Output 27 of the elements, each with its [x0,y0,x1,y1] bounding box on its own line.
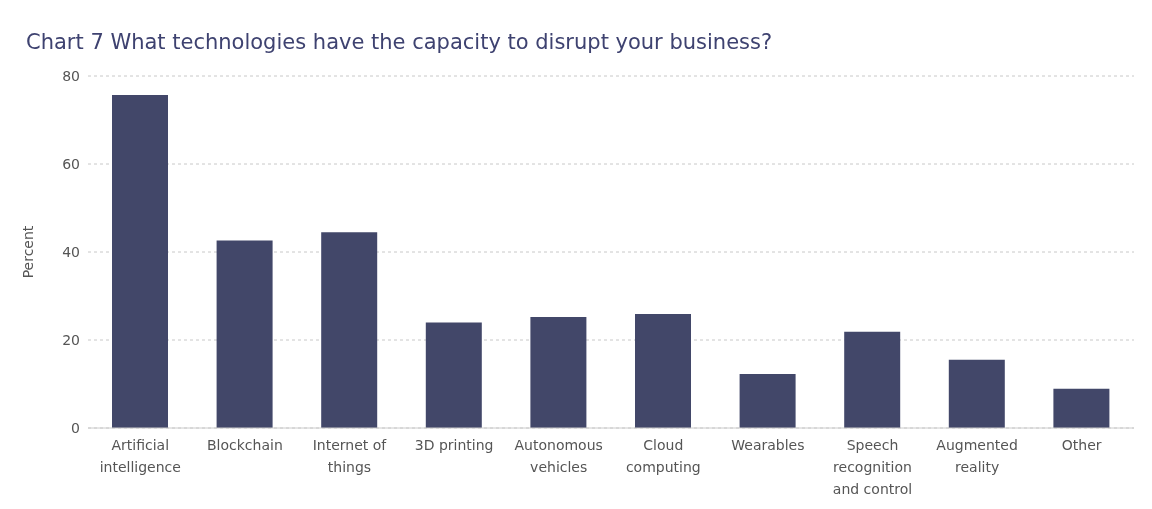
bar [216,240,273,428]
x-tick-label: Internet of things [312,437,388,475]
y-tick-label: 80 [62,67,80,84]
y-tick-label: 40 [62,243,80,260]
y-tick-label: 20 [62,331,80,348]
x-tick-label: Artificial intelligence [99,437,181,475]
bar [635,314,691,428]
x-tick-label: Speech recognition and control [832,437,913,497]
bar [112,94,168,428]
x-tick-label: Blockchain [207,437,283,453]
x-tick-label: Other [1061,437,1102,453]
bar [321,232,378,428]
bar [948,359,1005,428]
bar [1053,388,1110,428]
bar [425,322,482,428]
y-tick-label: 60 [62,155,80,172]
x-tick-label: 3D printing [414,437,494,453]
x-tick-label: Autonomous vehicles [514,437,603,475]
bar [530,317,587,428]
x-tick-label: Cloud computing [625,437,701,475]
x-tick-label: Wearables [731,437,805,453]
bar [739,373,796,428]
y-tick-label: 0 [71,419,80,436]
chart-title: Chart 7 What technologies have the capacity to disrupt your business? [25,29,774,56]
bar [844,331,901,428]
x-tick-label: Augmented reality [936,437,1018,475]
y-axis-title: Percent [19,225,36,279]
